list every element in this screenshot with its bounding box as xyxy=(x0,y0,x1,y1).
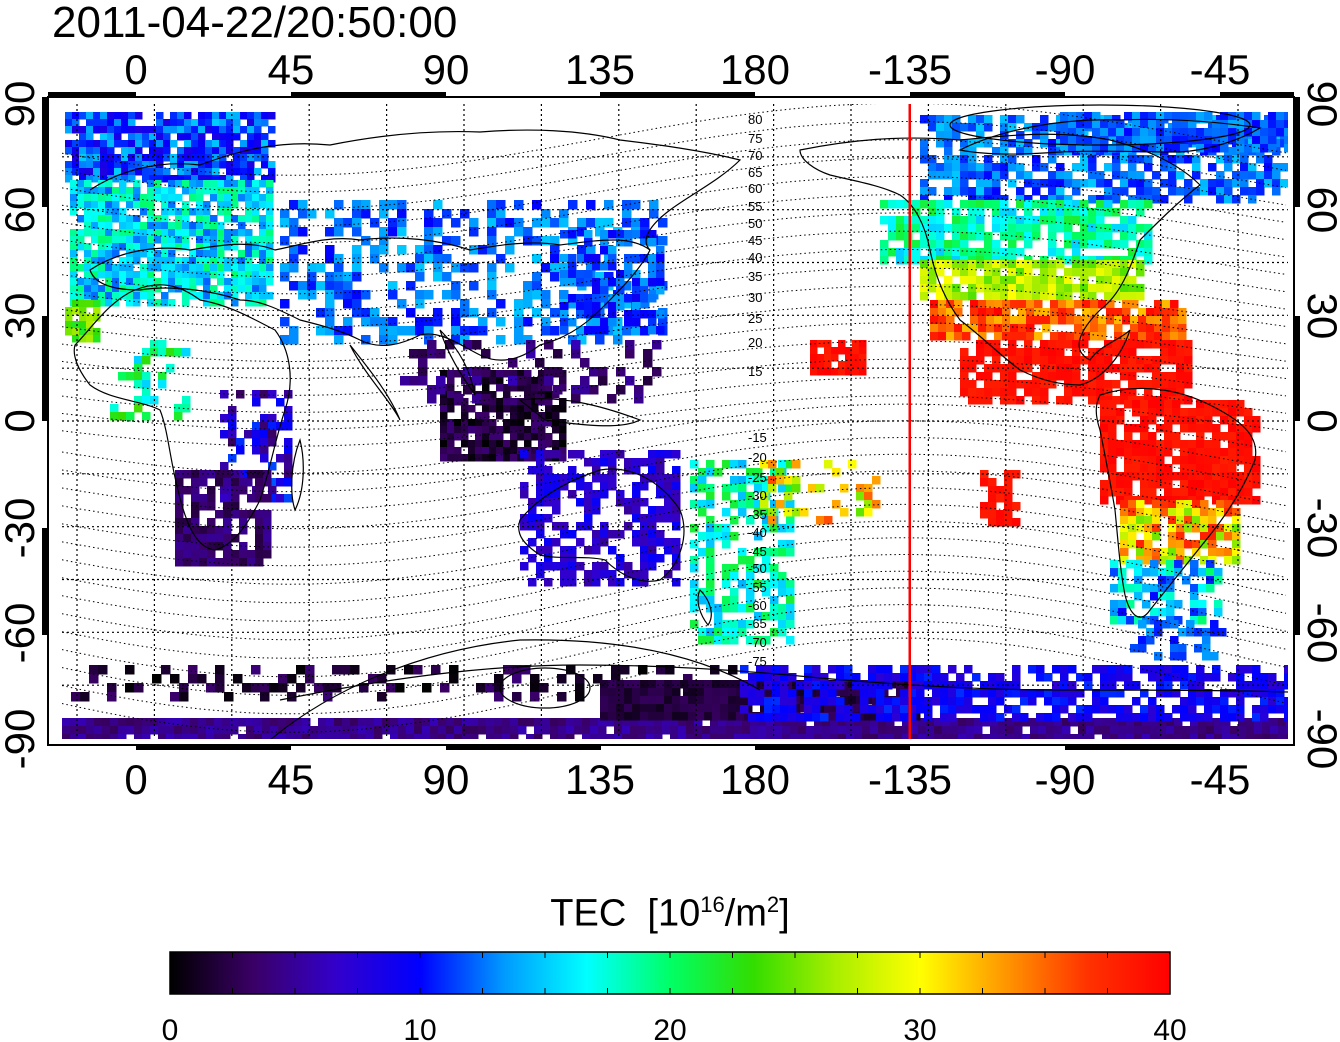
contour-label-south: -25 xyxy=(748,470,767,485)
contour-label-north: 60 xyxy=(748,181,762,196)
timestamp-label: 2011-04-22/20:50:00 xyxy=(52,0,458,47)
top-lon-label: 90 xyxy=(423,46,470,93)
bottom-lon-label: -135 xyxy=(868,756,952,803)
left-lat-label: 60 xyxy=(0,187,43,234)
contour-label-north: 20 xyxy=(748,335,762,350)
contour-label-south: -35 xyxy=(748,507,767,522)
tec-data-patches xyxy=(62,112,1288,739)
right-lat-label: 90 xyxy=(1299,81,1340,128)
contour-label-north: 65 xyxy=(748,165,762,180)
colorbar xyxy=(169,951,1171,995)
bottom-lon-label: 0 xyxy=(124,756,147,803)
contour-label-south: -30 xyxy=(748,488,767,503)
coastlines xyxy=(73,104,1288,739)
contour-label-north: 55 xyxy=(748,199,762,214)
top-lon-label: 135 xyxy=(565,46,635,93)
contour-label-north: 15 xyxy=(748,364,762,379)
contour-label-north: 50 xyxy=(748,216,762,231)
colorbar-title-main: TEC xyxy=(550,892,627,935)
colorbar-unit-exponent: 16 xyxy=(700,892,725,917)
top-lon-label: -135 xyxy=(868,46,952,93)
top-lon-label: 180 xyxy=(720,46,790,93)
right-lat-label: -30 xyxy=(1299,498,1340,559)
colorbar-tick-label: 30 xyxy=(903,1014,936,1042)
colorbar-unit-exponent-2: 2 xyxy=(766,892,780,917)
left-lat-label: -90 xyxy=(0,709,43,770)
right-lat-label: -60 xyxy=(1299,603,1340,664)
top-lon-label: -90 xyxy=(1035,46,1096,93)
right-lat-label: -90 xyxy=(1299,709,1340,770)
contour-label-north: 25 xyxy=(748,311,762,326)
contour-label-south: -75 xyxy=(748,654,767,669)
contour-label-south: -55 xyxy=(748,580,767,595)
left-lat-label: 30 xyxy=(0,293,43,340)
left-lat-label: 0 xyxy=(0,409,43,432)
bottom-lon-label: -45 xyxy=(1190,756,1251,803)
contour-label-south: -40 xyxy=(748,525,767,540)
magnetic-latitude-contours xyxy=(62,104,1287,733)
contour-label-south: -50 xyxy=(748,561,767,576)
bottom-lon-label: 90 xyxy=(423,756,470,803)
top-longitude-labels: 0 45 90 135 180 -135 -90 -45 xyxy=(124,46,1250,93)
right-lat-label: 60 xyxy=(1299,187,1340,234)
right-latitude-labels: 90 60 30 0 -30 -60 -90 xyxy=(1299,81,1340,770)
colorbar-unit-close: ] xyxy=(779,892,790,935)
contour-label-south: -65 xyxy=(748,616,767,631)
contour-label-south: -20 xyxy=(748,450,767,465)
top-lon-label: 45 xyxy=(268,46,315,93)
contour-label-south: -60 xyxy=(748,598,767,613)
contour-label-north: 45 xyxy=(748,233,762,248)
lat-lon-grid xyxy=(62,104,1288,739)
colorbar-title: TEC [1016/m2] xyxy=(0,892,1340,936)
contour-label-north: 40 xyxy=(748,250,762,265)
contour-label-north: 70 xyxy=(748,148,762,163)
contour-label-north: 30 xyxy=(748,290,762,305)
top-border-ticks xyxy=(48,92,1294,98)
contour-label-south: -45 xyxy=(748,544,767,559)
left-lat-label: -30 xyxy=(0,498,43,559)
bottom-lon-label: -90 xyxy=(1035,756,1096,803)
contour-label-north: 80 xyxy=(748,112,762,127)
bottom-longitude-labels: 0 45 90 135 180 -135 -90 -45 xyxy=(124,756,1250,803)
colorbar-unit-mid: /m xyxy=(724,892,767,935)
colorbar-tick-label: 0 xyxy=(162,1014,179,1042)
contour-label-north: 75 xyxy=(748,131,762,146)
colorbar-tick-label: 40 xyxy=(1153,1014,1186,1042)
right-lat-label: 0 xyxy=(1299,409,1340,432)
colorbar-tick-labels: 0 10 20 30 40 xyxy=(162,1014,1187,1042)
contour-label-north: 35 xyxy=(748,269,762,284)
bottom-lon-label: 180 xyxy=(720,756,790,803)
top-lon-label: -45 xyxy=(1190,46,1251,93)
left-lat-label: 90 xyxy=(0,81,43,128)
top-lon-label: 0 xyxy=(124,46,147,93)
contour-label-south: -70 xyxy=(748,635,767,650)
bottom-lon-label: 135 xyxy=(565,756,635,803)
side-border-ticks xyxy=(42,97,1300,635)
colorbar-tick-label: 10 xyxy=(403,1014,436,1042)
colorbar-unit-open: [10 xyxy=(647,892,701,935)
bottom-lon-label: 45 xyxy=(268,756,315,803)
right-lat-label: 30 xyxy=(1299,293,1340,340)
contour-label-south: -15 xyxy=(748,430,767,445)
bottom-border-ticks xyxy=(136,744,1220,750)
colorbar-tick-label: 20 xyxy=(653,1014,686,1042)
left-lat-label: -60 xyxy=(0,603,43,664)
colorbar-ticks xyxy=(169,952,1171,994)
left-latitude-labels: 90 60 30 0 -30 -60 -90 xyxy=(0,81,43,770)
